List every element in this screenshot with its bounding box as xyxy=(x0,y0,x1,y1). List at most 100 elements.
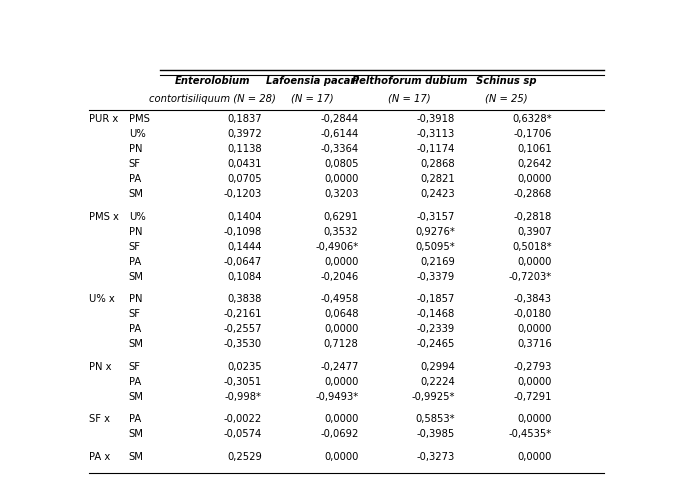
Text: SM: SM xyxy=(129,392,144,402)
Text: -0,2793: -0,2793 xyxy=(514,362,552,372)
Text: -0,7291: -0,7291 xyxy=(514,392,552,402)
Text: 0,3838: 0,3838 xyxy=(227,294,262,304)
Text: 0,0648: 0,0648 xyxy=(324,309,359,319)
Text: 0,0000: 0,0000 xyxy=(518,414,552,424)
Text: -0,2557: -0,2557 xyxy=(223,324,262,334)
Text: -0,1203: -0,1203 xyxy=(224,189,262,199)
Text: 0,1061: 0,1061 xyxy=(517,144,552,154)
Text: -0,4535*: -0,4535* xyxy=(508,429,552,439)
Text: Pelthoforum dubium: Pelthoforum dubium xyxy=(352,76,467,86)
Text: PN: PN xyxy=(129,294,142,304)
Text: 0,0000: 0,0000 xyxy=(324,451,359,462)
Text: 0,0000: 0,0000 xyxy=(518,324,552,334)
Text: -0,2844: -0,2844 xyxy=(320,114,359,124)
Text: -0,2818: -0,2818 xyxy=(514,212,552,222)
Text: 0,0235: 0,0235 xyxy=(227,362,262,372)
Text: SM: SM xyxy=(129,429,144,439)
Text: SF: SF xyxy=(129,242,141,252)
Text: 0,0805: 0,0805 xyxy=(324,159,359,169)
Text: SF: SF xyxy=(129,362,141,372)
Text: PMS: PMS xyxy=(129,114,150,124)
Text: 0,9276*: 0,9276* xyxy=(415,226,455,237)
Text: SF x: SF x xyxy=(90,414,111,424)
Text: 0,0000: 0,0000 xyxy=(518,376,552,387)
Text: 0,0000: 0,0000 xyxy=(518,174,552,184)
Text: -0,1857: -0,1857 xyxy=(417,294,455,304)
Text: (N = 17): (N = 17) xyxy=(388,94,431,104)
Text: 0,3716: 0,3716 xyxy=(517,339,552,349)
Text: U%: U% xyxy=(129,129,146,139)
Text: 0,2994: 0,2994 xyxy=(421,362,455,372)
Text: -0,3364: -0,3364 xyxy=(320,144,359,154)
Text: 0,3532: 0,3532 xyxy=(324,226,359,237)
Text: -0,3273: -0,3273 xyxy=(417,451,455,462)
Text: 0,1404: 0,1404 xyxy=(227,212,262,222)
Text: -0,1098: -0,1098 xyxy=(224,226,262,237)
Text: 0,7128: 0,7128 xyxy=(324,339,359,349)
Text: PN: PN xyxy=(129,226,142,237)
Text: -0,2868: -0,2868 xyxy=(514,189,552,199)
Text: PUR x: PUR x xyxy=(90,114,119,124)
Text: SM: SM xyxy=(129,272,144,281)
Text: U%: U% xyxy=(129,212,146,222)
Text: 0,0000: 0,0000 xyxy=(324,376,359,387)
Text: 0,3203: 0,3203 xyxy=(324,189,359,199)
Text: 0,3972: 0,3972 xyxy=(227,129,262,139)
Text: -0,3379: -0,3379 xyxy=(417,272,455,281)
Text: U% x: U% x xyxy=(90,294,115,304)
Text: 0,0000: 0,0000 xyxy=(324,257,359,267)
Text: -0,2046: -0,2046 xyxy=(320,272,359,281)
Text: PN x: PN x xyxy=(90,362,112,372)
Text: PA: PA xyxy=(129,414,141,424)
Text: PMS x: PMS x xyxy=(90,212,119,222)
Text: -0,1468: -0,1468 xyxy=(417,309,455,319)
Text: 0,5853*: 0,5853* xyxy=(415,414,455,424)
Text: -0,0692: -0,0692 xyxy=(320,429,359,439)
Text: SM: SM xyxy=(129,339,144,349)
Text: -0,3113: -0,3113 xyxy=(417,129,455,139)
Text: 0,1837: 0,1837 xyxy=(227,114,262,124)
Text: -0,0180: -0,0180 xyxy=(514,309,552,319)
Text: -0,3051: -0,3051 xyxy=(224,376,262,387)
Text: SF: SF xyxy=(129,159,141,169)
Text: (N = 17): (N = 17) xyxy=(291,94,334,104)
Text: SM: SM xyxy=(129,189,144,199)
Text: -0,2161: -0,2161 xyxy=(223,309,262,319)
Text: 0,5095*: 0,5095* xyxy=(415,242,455,252)
Text: 0,6291: 0,6291 xyxy=(324,212,359,222)
Text: 0,2821: 0,2821 xyxy=(421,174,455,184)
Text: -0,3530: -0,3530 xyxy=(224,339,262,349)
Text: -0,2477: -0,2477 xyxy=(320,362,359,372)
Text: 0,0000: 0,0000 xyxy=(324,414,359,424)
Text: -0,2465: -0,2465 xyxy=(417,339,455,349)
Text: -0,3918: -0,3918 xyxy=(417,114,455,124)
Text: -0,0022: -0,0022 xyxy=(224,414,262,424)
Text: Enterolobium: Enterolobium xyxy=(175,76,250,86)
Text: PA: PA xyxy=(129,376,141,387)
Text: -0,1706: -0,1706 xyxy=(514,129,552,139)
Text: -0,7203*: -0,7203* xyxy=(508,272,552,281)
Text: 0,1444: 0,1444 xyxy=(227,242,262,252)
Text: -0,9493*: -0,9493* xyxy=(315,392,359,402)
Text: -0,4906*: -0,4906* xyxy=(315,242,359,252)
Text: 0,1138: 0,1138 xyxy=(227,144,262,154)
Text: 0,0000: 0,0000 xyxy=(518,451,552,462)
Text: 0,5018*: 0,5018* xyxy=(512,242,552,252)
Text: 0,2868: 0,2868 xyxy=(421,159,455,169)
Text: 0,2224: 0,2224 xyxy=(421,376,455,387)
Text: -0,998*: -0,998* xyxy=(225,392,262,402)
Text: Schinus sp: Schinus sp xyxy=(476,76,537,86)
Text: -0,1174: -0,1174 xyxy=(417,144,455,154)
Text: -0,6144: -0,6144 xyxy=(320,129,359,139)
Text: -0,0574: -0,0574 xyxy=(224,429,262,439)
Text: -0,3157: -0,3157 xyxy=(417,212,455,222)
Text: -0,4958: -0,4958 xyxy=(320,294,359,304)
Text: 0,2529: 0,2529 xyxy=(227,451,262,462)
Text: 0,0000: 0,0000 xyxy=(324,174,359,184)
Text: 0,0000: 0,0000 xyxy=(324,324,359,334)
Text: 0,2423: 0,2423 xyxy=(421,189,455,199)
Text: 0,1084: 0,1084 xyxy=(227,272,262,281)
Text: SM: SM xyxy=(129,451,144,462)
Text: PA: PA xyxy=(129,257,141,267)
Text: -0,3843: -0,3843 xyxy=(514,294,552,304)
